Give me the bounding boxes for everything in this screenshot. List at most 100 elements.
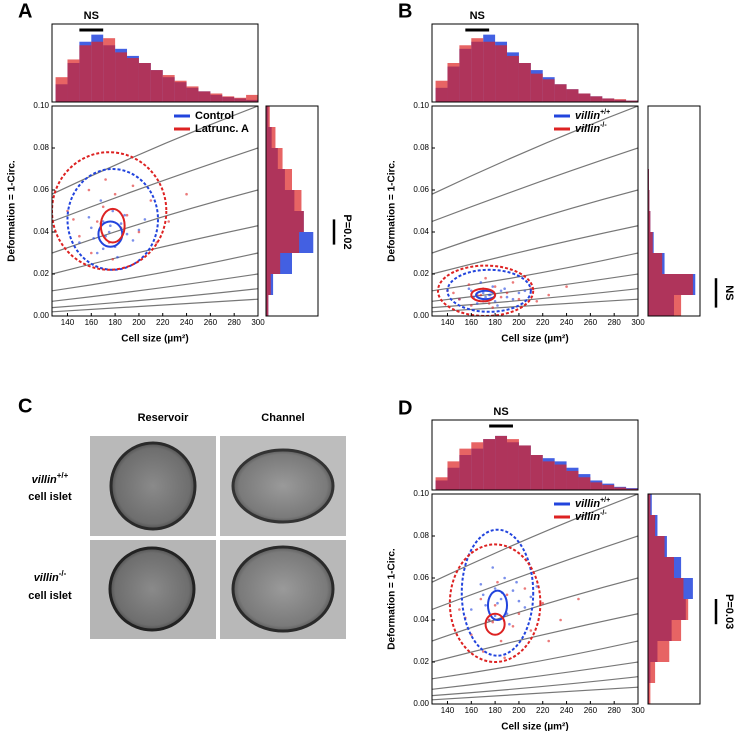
significance-label: NS	[493, 406, 508, 418]
legend-sup: -/-	[600, 122, 607, 129]
point	[499, 639, 503, 643]
panel-label: D	[398, 397, 412, 419]
point	[125, 232, 129, 236]
point	[499, 597, 503, 601]
plot-frame	[51, 105, 259, 317]
side-hist-bar	[648, 494, 651, 515]
points	[448, 528, 580, 664]
point	[95, 251, 99, 255]
point	[131, 239, 135, 242]
contour	[470, 287, 497, 303]
contour	[486, 589, 509, 621]
x-tick-label: 300	[631, 706, 645, 715]
y-tick-label: 0.04	[413, 227, 429, 236]
top-hist-bar	[590, 482, 603, 490]
x-tick-label: 260	[584, 318, 598, 327]
row-label: cell islet	[28, 590, 72, 602]
x-tick-label: 200	[132, 318, 146, 327]
point	[487, 618, 491, 622]
top-hist-bar	[435, 80, 448, 102]
legend-name: villin	[575, 123, 600, 135]
point	[529, 629, 533, 632]
isoline	[432, 686, 638, 701]
top-hist-bar	[447, 63, 460, 102]
top-hist-bar	[459, 45, 472, 102]
point	[92, 237, 95, 240]
point	[111, 209, 115, 213]
side-hist-bar	[266, 274, 271, 295]
legend-label: villin+/+	[575, 497, 610, 510]
top-hist-bar	[554, 84, 567, 102]
legend-label: villin+/+	[575, 109, 610, 122]
point	[491, 566, 495, 569]
side-hist-bar	[648, 515, 656, 536]
top-hist-bar	[507, 55, 519, 102]
point	[111, 258, 115, 261]
row-label-sup: -/-	[59, 569, 67, 578]
y-tick-label: 0.04	[33, 227, 49, 236]
legend-label: Latrunc. A	[195, 123, 249, 135]
significance-label: NS	[723, 285, 735, 300]
point	[72, 218, 75, 221]
side-hist-bar	[266, 127, 276, 148]
isoline	[52, 189, 258, 254]
top-hist-bar	[483, 439, 496, 490]
x-tick-label: 240	[180, 318, 194, 327]
isoline	[432, 189, 638, 254]
point	[109, 224, 112, 227]
point	[511, 625, 515, 628]
side-hist-bar	[648, 211, 651, 232]
side-hist-frame	[647, 493, 701, 705]
contour	[446, 268, 532, 313]
y-tick-label: 0.00	[413, 699, 429, 708]
point	[491, 620, 495, 624]
y-tick-label: 0.06	[33, 185, 49, 194]
plot-frame	[431, 105, 639, 317]
x-tick-label: 180	[488, 706, 502, 715]
point	[496, 304, 499, 307]
point	[541, 601, 545, 605]
legend-name: Latrunc. A	[195, 123, 249, 135]
point	[505, 593, 509, 597]
y-tick-label: 0.10	[413, 101, 429, 110]
top-hist-bar	[614, 99, 627, 102]
point	[131, 184, 135, 188]
point	[493, 614, 497, 618]
isoline	[432, 494, 638, 583]
point	[123, 213, 126, 217]
y-tick-label: 0.02	[413, 657, 429, 666]
point	[458, 608, 461, 611]
x-tick-label: 200	[512, 318, 526, 327]
y-tick-label: 0.08	[413, 531, 429, 540]
top-hist-bar	[507, 439, 519, 490]
top-hist-bar	[150, 70, 163, 102]
point	[99, 199, 103, 202]
isoline	[52, 288, 258, 309]
point	[481, 593, 485, 597]
top-hist-bar	[459, 448, 472, 490]
top-hist-bar	[495, 45, 508, 102]
top-hist-bar	[435, 477, 448, 490]
top-hist-bar	[246, 94, 258, 102]
x-tick-label: 200	[512, 706, 526, 715]
legend-name: Control	[195, 110, 234, 122]
y-tick-label: 0.06	[413, 185, 429, 194]
top-hist-frame	[431, 23, 639, 103]
point	[484, 604, 487, 607]
top-hist-bar	[222, 96, 235, 102]
top-hist-bar	[590, 96, 603, 102]
point	[496, 601, 499, 605]
point	[116, 255, 119, 259]
point	[458, 297, 461, 301]
point	[101, 247, 105, 251]
top-hist-bar	[79, 45, 92, 102]
point	[505, 295, 509, 299]
row-label: villin+/+	[32, 471, 69, 486]
x-tick-label: 280	[228, 318, 242, 327]
side-hist-bar	[648, 253, 663, 274]
side-hist-bar	[648, 557, 674, 578]
panel-label: C	[18, 395, 32, 417]
top-hist-bar	[578, 93, 591, 102]
y-tick-label: 0.04	[413, 615, 429, 624]
isoline	[432, 577, 638, 642]
